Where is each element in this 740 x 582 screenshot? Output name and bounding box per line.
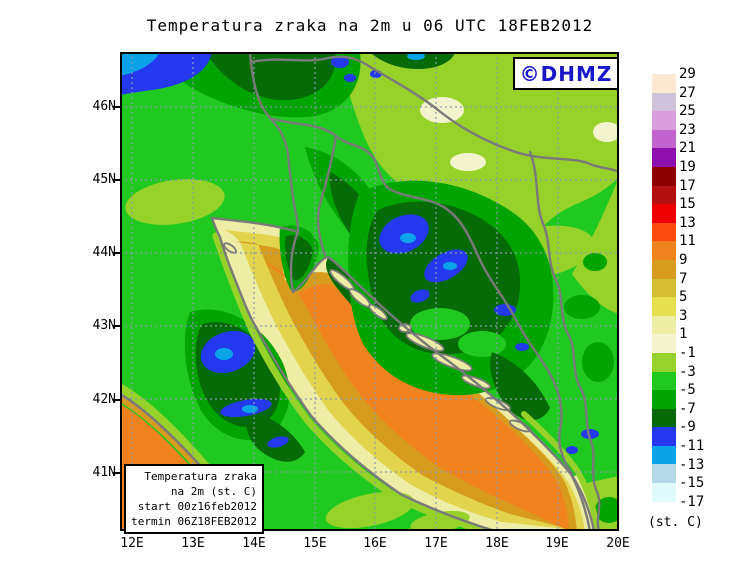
colorbar-tick-label: -13 [679, 456, 705, 473]
map-title: Temperatura zraka na 2m u 06 UTC 18FEB20… [146, 16, 594, 35]
colorbar-tick-label: -17 [679, 493, 705, 510]
colorbar-tick-label: -5 [679, 382, 696, 399]
lat-tick-label: 41N [92, 465, 116, 480]
info-line-termin: termin 06Z18FEB2012 [131, 515, 257, 528]
colorbar-cell [652, 315, 676, 335]
colorbar-cell [652, 334, 676, 353]
colorbar-cell [652, 278, 676, 298]
colorbar-tick-label: -11 [679, 438, 705, 454]
colorbar-tick-label: -15 [679, 475, 705, 492]
dhmz-logo-text: ©DHMZ [519, 61, 613, 86]
map-plot-area [120, 52, 619, 531]
lat-tick-mark [113, 325, 120, 327]
info-line-variable: Temperatura zraka [144, 470, 257, 483]
colorbar-tick-label: -3 [679, 363, 696, 380]
colorbar-cell [652, 427, 676, 446]
colorbar-tick-label: -9 [679, 419, 696, 436]
colorbar-unit-label: (st. C) [648, 515, 703, 530]
lat-tick-mark [113, 472, 120, 474]
lon-tick-label: 16E [363, 536, 387, 551]
lon-tick-label: 18E [485, 536, 509, 551]
lon-tick-label: 14E [242, 536, 266, 551]
colorbar-cell [652, 352, 676, 372]
lat-tick-label: 45N [92, 172, 116, 187]
colorbar-cell [652, 185, 676, 205]
lat-tick-label: 42N [92, 392, 116, 407]
colorbar-cell [652, 259, 676, 279]
run-info-box: Temperatura zraka na 2m (st. C) start 00… [124, 464, 264, 534]
colorbar-tick-label: -7 [679, 400, 696, 417]
colorbar-tick-label: 7 [679, 270, 688, 287]
lon-tick-label: 20E [606, 536, 630, 551]
colorbar-tick-label: 5 [679, 289, 688, 306]
colorbar-cell [652, 222, 676, 242]
dhmz-logo-box: ©DHMZ [513, 57, 619, 90]
colorbar-cell [652, 297, 676, 316]
colorbar-cell [652, 390, 676, 409]
colorbar-cell [652, 204, 676, 223]
colorbar-cell [652, 464, 676, 484]
colorbar-tick-label: 15 [679, 196, 696, 213]
temperature-map-image [120, 52, 619, 531]
colorbar-tick-label: 23 [679, 121, 696, 138]
lat-tick-label: 44N [92, 245, 116, 260]
colorbar [652, 74, 676, 502]
colorbar-tick-label: 9 [679, 252, 688, 268]
lat-tick-mark [113, 179, 120, 181]
colorbar-cell [652, 74, 676, 93]
colorbar-cell [652, 408, 676, 428]
colorbar-cell [652, 129, 676, 149]
lon-tick-label: 12E [120, 536, 144, 551]
colorbar-cell [652, 166, 676, 186]
colorbar-cell [652, 371, 676, 391]
colorbar-cell [652, 445, 676, 465]
colorbar-tick-label: -1 [679, 345, 696, 361]
lon-tick-label: 13E [181, 536, 205, 551]
colorbar-tick-label: 11 [679, 233, 696, 250]
colorbar-cell [652, 111, 676, 130]
colorbar-tick-label: 17 [679, 177, 696, 194]
colorbar-tick-label: 27 [679, 84, 696, 101]
lon-tick-label: 15E [303, 536, 327, 551]
lon-tick-label: 17E [424, 536, 448, 551]
colorbar-cell [652, 148, 676, 167]
colorbar-tick-label: 19 [679, 159, 696, 175]
info-line-start: start 00z16feb2012 [137, 500, 257, 513]
colorbar-cell [652, 92, 676, 112]
colorbar-tick-label: 25 [679, 103, 696, 120]
lat-tick-label: 43N [92, 318, 116, 333]
colorbar-tick-label: 1 [679, 326, 688, 343]
colorbar-tick-label: 21 [679, 140, 696, 157]
colorbar-tick-label: 29 [679, 66, 696, 82]
lat-tick-mark [113, 252, 120, 254]
colorbar-cell [652, 241, 676, 260]
lat-tick-label: 46N [92, 99, 116, 114]
colorbar-tick-label: 3 [679, 307, 688, 324]
lon-tick-label: 19E [545, 536, 569, 551]
country-borders [248, 52, 619, 531]
info-line-level: na 2m (st. C) [170, 485, 257, 498]
colorbar-tick-label: 13 [679, 214, 696, 231]
colorbar-cell [652, 483, 676, 502]
lat-tick-mark [113, 399, 120, 401]
lat-tick-mark [113, 106, 120, 108]
